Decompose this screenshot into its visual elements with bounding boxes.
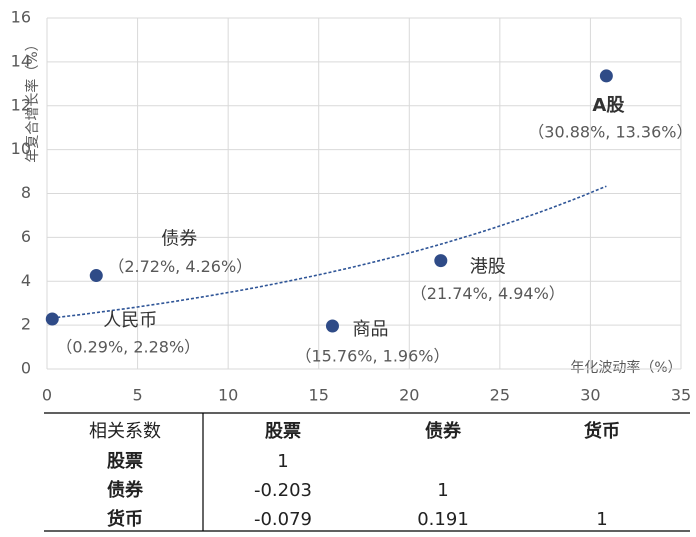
x-tick-label: 5: [132, 386, 142, 405]
table-cell: 0.191: [417, 509, 469, 530]
row-label: 货币: [107, 508, 143, 530]
x-tick-label: 35: [671, 386, 691, 405]
data-point: [599, 69, 613, 83]
point-name: 港股: [470, 257, 506, 278]
x-axis-label: 年化波动率（%）: [570, 359, 681, 376]
point-name: 债券: [161, 229, 197, 250]
table-header: 货币: [584, 420, 620, 442]
x-tick-label: 25: [490, 386, 510, 405]
data-point: [325, 319, 339, 333]
y-axis-label: 年复合增长率（%）: [24, 37, 41, 162]
table-cell: -0.079: [254, 509, 312, 530]
point-label: （15.76%, 1.96%）: [295, 347, 449, 366]
x-tick-label: 20: [399, 386, 419, 405]
table-header: 债券: [425, 420, 462, 442]
point-label: （0.29%, 2.28%）: [56, 337, 200, 356]
data-point: [434, 254, 448, 268]
point-label: （30.88%, 13.36%）: [528, 122, 692, 141]
point-label: （21.74%, 4.94%）: [411, 284, 565, 303]
table-cell: 1: [437, 480, 448, 501]
y-tick-label: 0: [21, 359, 31, 378]
y-tick-label: 8: [21, 183, 31, 202]
point-name: 商品: [352, 319, 388, 340]
point-name: A股: [592, 95, 625, 116]
y-tick-label: 6: [21, 227, 31, 246]
x-tick-label: 0: [42, 386, 52, 405]
table-header: 股票: [264, 421, 301, 442]
data-point: [45, 312, 59, 326]
x-tick-label: 10: [218, 386, 238, 405]
table-header: 相关系数: [89, 421, 161, 442]
y-tick-label: 12: [11, 95, 31, 114]
y-tick-label: 10: [11, 139, 31, 158]
point-name: 人民币: [103, 310, 157, 331]
y-tick-label: 14: [11, 51, 31, 70]
table-cell: -0.203: [254, 480, 312, 501]
y-tick-label: 2: [21, 315, 31, 334]
x-tick-label: 15: [309, 386, 329, 405]
row-label: 股票: [106, 451, 143, 472]
trendline: [52, 185, 607, 319]
data-point: [89, 269, 103, 283]
row-label: 债券: [107, 479, 144, 501]
table-cell: 1: [277, 451, 288, 472]
y-tick-label: 4: [21, 271, 31, 290]
x-tick-label: 30: [580, 386, 600, 405]
table-cell: 1: [596, 509, 607, 530]
y-tick-label: 16: [11, 8, 31, 27]
point-label: （2.72%, 4.26%）: [108, 257, 252, 276]
